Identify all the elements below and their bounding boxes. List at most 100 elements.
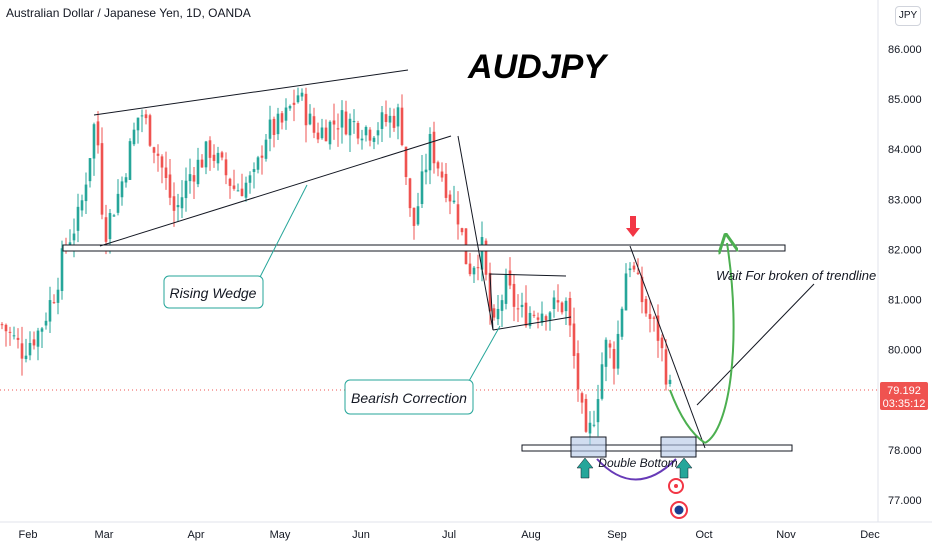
candle-body <box>436 162 440 169</box>
candle-body <box>60 248 64 292</box>
wedge-upper-line[interactable] <box>93 69 409 116</box>
candle-body <box>4 324 8 332</box>
correction-callout-box[interactable] <box>344 379 474 415</box>
wedge-callout-box[interactable] <box>163 275 264 309</box>
candle-body <box>52 302 56 304</box>
candle-body <box>644 298 648 314</box>
candle-body <box>340 110 344 128</box>
candle-body <box>220 152 224 158</box>
candle-body <box>376 130 380 136</box>
descending-trendline[interactable] <box>629 245 706 449</box>
candle-body <box>652 317 656 319</box>
candle-body <box>124 177 128 183</box>
correction-lower-line[interactable] <box>492 316 572 331</box>
candle-body <box>188 174 192 182</box>
candle-body <box>380 112 384 129</box>
candle-body <box>288 105 292 109</box>
drop-leg[interactable] <box>457 135 567 331</box>
candle-body <box>268 119 272 139</box>
candle-body <box>296 95 300 103</box>
candle-body <box>192 175 196 182</box>
candle-body <box>292 102 296 105</box>
candle-body <box>584 398 588 432</box>
projection-down-curve[interactable] <box>669 389 706 444</box>
candle-body <box>232 185 236 189</box>
candle-body <box>348 118 352 136</box>
candle-body <box>604 339 608 367</box>
candle-body <box>404 146 408 178</box>
candle-body <box>256 157 260 170</box>
time-tick-label: Oct <box>695 529 712 541</box>
candle-body <box>176 205 180 208</box>
candle-body <box>168 174 172 198</box>
correction-callout-pointer <box>468 325 501 382</box>
candle-body <box>24 355 28 360</box>
candle-body <box>572 323 576 356</box>
candle-body <box>580 393 584 403</box>
candle-body <box>228 178 232 186</box>
candle-body <box>96 121 100 146</box>
candle-body <box>316 132 320 140</box>
candle-body <box>132 129 136 145</box>
candle-body <box>44 320 48 326</box>
currency-button[interactable]: JPY <box>895 6 921 26</box>
candle-body <box>28 343 32 356</box>
double-bottom-arc <box>596 458 677 481</box>
candle-body <box>300 92 304 97</box>
candle-body <box>592 424 596 426</box>
down-arrow-red <box>626 216 640 237</box>
candle-body <box>452 200 456 203</box>
candle-body <box>640 276 644 303</box>
candle-body <box>272 118 276 135</box>
time-tick-label: Jun <box>352 529 370 541</box>
candle-body <box>284 107 288 121</box>
candle-body <box>332 120 336 125</box>
candle-body <box>80 200 84 211</box>
candle-body <box>424 169 428 173</box>
candle-body <box>248 175 252 183</box>
price-axis[interactable]: 77.00078.00079.00080.00081.00082.00083.0… <box>888 44 922 507</box>
support-zone[interactable] <box>521 444 793 452</box>
candle-body <box>448 194 452 202</box>
time-axis[interactable]: Feb Mar Apr May Jun Jul Aug Sep Oct Nov Dec <box>19 529 881 541</box>
candle-body <box>136 117 140 131</box>
candle-body <box>72 233 76 241</box>
candle-body <box>304 93 308 126</box>
candle-body <box>160 156 164 168</box>
candle-body <box>508 270 512 286</box>
candle-body <box>608 343 612 348</box>
double-bottom-label: Double Bottom <box>598 456 677 470</box>
time-tick-label: Nov <box>776 529 796 541</box>
candle-body <box>600 364 604 399</box>
wedge-lower-line[interactable] <box>99 135 452 247</box>
candle-body <box>384 114 388 123</box>
candle-body <box>84 184 88 202</box>
candle-body <box>468 263 472 275</box>
candle-body <box>480 237 484 270</box>
candle-body <box>196 159 200 185</box>
wedge-callout-pointer <box>257 184 308 282</box>
candle-body <box>360 138 364 141</box>
candle-body <box>212 154 216 161</box>
candle-body <box>8 331 12 333</box>
candle-body <box>148 115 152 146</box>
candle-body <box>392 115 396 128</box>
candle-body <box>172 196 176 211</box>
double-bottom-box-right[interactable] <box>660 436 697 458</box>
resistance-zone[interactable] <box>62 244 786 252</box>
candle-body <box>616 333 620 369</box>
candle-body <box>344 111 348 135</box>
candle-body <box>156 153 160 156</box>
candle-body <box>628 268 632 271</box>
candle-body <box>308 113 312 125</box>
candle-body <box>636 272 640 274</box>
candle-body <box>100 143 104 215</box>
candle-body <box>588 422 592 434</box>
candle-body <box>420 171 424 205</box>
double-bottom-box-left[interactable] <box>570 436 607 458</box>
candle-body <box>372 137 376 142</box>
candle-body <box>0 324 4 326</box>
projection-up-curve[interactable] <box>704 243 734 444</box>
candle-body <box>556 300 560 303</box>
